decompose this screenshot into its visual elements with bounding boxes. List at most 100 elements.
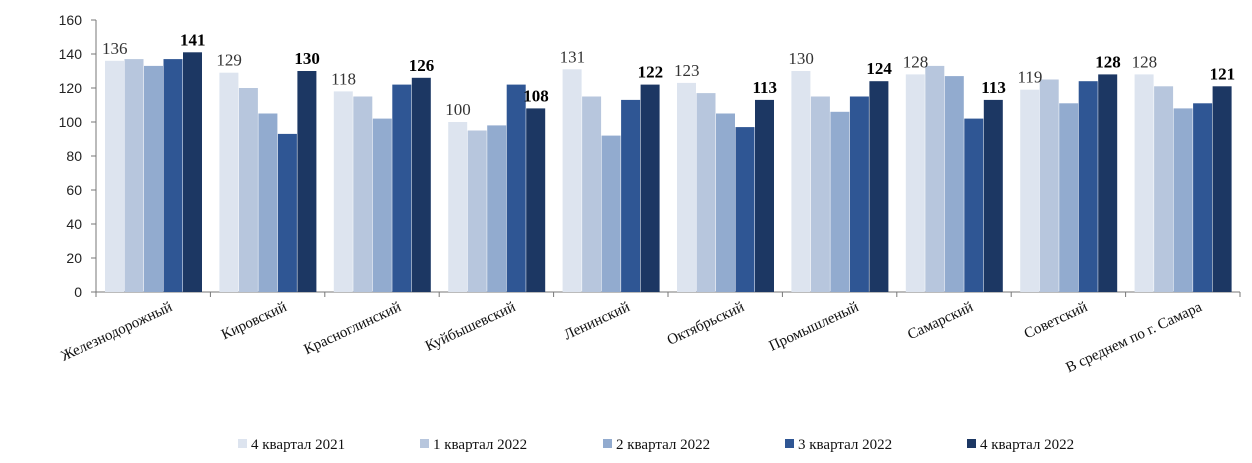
bar xyxy=(810,96,830,292)
legend-swatch xyxy=(785,439,794,448)
legend-entry: 4 квартал 2022 xyxy=(980,437,1074,453)
bar xyxy=(238,88,258,292)
bar xyxy=(1098,74,1118,293)
bar xyxy=(582,96,602,292)
legend-swatch xyxy=(603,439,612,448)
category-label: Железнодорожный xyxy=(59,299,175,365)
y-tick-label: 20 xyxy=(66,250,82,266)
legend-entry: 3 квартал 2022 xyxy=(798,437,892,453)
data-label: 108 xyxy=(523,86,549,105)
category-label: Куйбышевский xyxy=(423,299,518,355)
bar xyxy=(830,111,850,292)
data-label: 100 xyxy=(445,100,471,119)
legend-entry: 1 квартал 2022 xyxy=(433,437,527,453)
bar xyxy=(144,65,163,293)
category-label: Красноглинский xyxy=(302,299,404,358)
bar xyxy=(1078,81,1098,292)
data-label: 131 xyxy=(560,47,586,66)
bar xyxy=(677,82,696,293)
bar xyxy=(640,84,660,292)
bar xyxy=(964,118,984,292)
bar xyxy=(392,84,412,292)
data-label: 113 xyxy=(752,78,777,97)
category-labels: Железнодорожный Кировский Красноглинский Ку… xyxy=(59,299,1205,376)
bar xyxy=(219,72,239,292)
legend-swatch xyxy=(420,439,429,448)
y-tick-label: 140 xyxy=(59,46,83,62)
data-label: 136 xyxy=(102,39,128,58)
bar xyxy=(735,127,755,292)
legend-swatch xyxy=(967,439,976,448)
legend: 4 квартал 2021 1 квартал 2022 2 квартал 20… xyxy=(238,437,1074,453)
bar xyxy=(1134,74,1154,293)
bar xyxy=(849,96,869,292)
bar xyxy=(448,122,468,292)
data-label: 118 xyxy=(331,69,356,88)
data-label: 121 xyxy=(1210,64,1236,83)
bar xyxy=(1039,79,1059,292)
bar xyxy=(925,65,945,293)
data-label: 141 xyxy=(180,30,206,49)
bar xyxy=(696,93,716,292)
bar xyxy=(716,113,735,292)
bar xyxy=(562,69,582,292)
bar xyxy=(124,59,144,292)
data-labels: 136 141 129 130 118 126 100 108 131 122 123 113 130 1… xyxy=(102,30,1235,119)
bar xyxy=(944,76,964,292)
data-label: 130 xyxy=(294,49,320,68)
y-tick-label: 120 xyxy=(59,80,83,96)
bar xyxy=(1193,103,1213,292)
y-tick-label: 0 xyxy=(74,284,82,300)
bar xyxy=(1173,108,1193,293)
bar xyxy=(333,91,353,293)
bar xyxy=(526,108,546,293)
bar xyxy=(869,81,889,292)
bar xyxy=(411,77,431,292)
legend-entry: 2 квартал 2022 xyxy=(616,437,710,453)
data-label: 128 xyxy=(1132,52,1158,71)
bar xyxy=(1154,86,1174,292)
category-label: Октябрьский xyxy=(665,299,747,349)
bar xyxy=(372,118,392,292)
y-tick-label: 80 xyxy=(66,148,82,164)
category-label: Самарский xyxy=(905,299,975,343)
data-label: 123 xyxy=(674,61,700,80)
bar xyxy=(258,113,278,292)
bar xyxy=(297,71,317,292)
bars xyxy=(105,52,1232,293)
bar xyxy=(1020,89,1040,292)
bar xyxy=(905,74,925,293)
bar xyxy=(1059,103,1079,292)
bar xyxy=(467,130,487,292)
data-label: 128 xyxy=(903,52,929,71)
bar xyxy=(791,71,811,292)
data-label: 113 xyxy=(981,78,1006,97)
data-label: 129 xyxy=(216,51,242,70)
data-label: 122 xyxy=(638,63,664,82)
y-tick-label: 40 xyxy=(66,216,82,232)
data-label: 119 xyxy=(1018,68,1043,87)
category-label: Ленинский xyxy=(562,299,633,343)
category-label: Кировский xyxy=(219,299,289,343)
bar xyxy=(1212,86,1232,292)
bar xyxy=(183,52,202,292)
bar xyxy=(105,60,124,292)
category-label: Советский xyxy=(1022,299,1090,342)
data-label: 130 xyxy=(788,49,814,68)
category-label: Промышленый xyxy=(767,299,862,354)
legend-swatch xyxy=(238,439,247,448)
bar xyxy=(601,135,621,292)
bar xyxy=(506,84,526,292)
data-label: 128 xyxy=(1095,52,1121,71)
bar xyxy=(487,125,507,293)
bar xyxy=(983,99,1003,293)
y-tick-label: 60 xyxy=(66,182,82,198)
data-label: 126 xyxy=(409,56,435,75)
y-tick-label: 160 xyxy=(59,12,83,28)
bar xyxy=(621,99,641,293)
data-label: 124 xyxy=(866,59,892,78)
bar xyxy=(277,133,297,292)
legend-entry: 4 квартал 2021 xyxy=(251,437,345,453)
bar xyxy=(353,96,373,292)
